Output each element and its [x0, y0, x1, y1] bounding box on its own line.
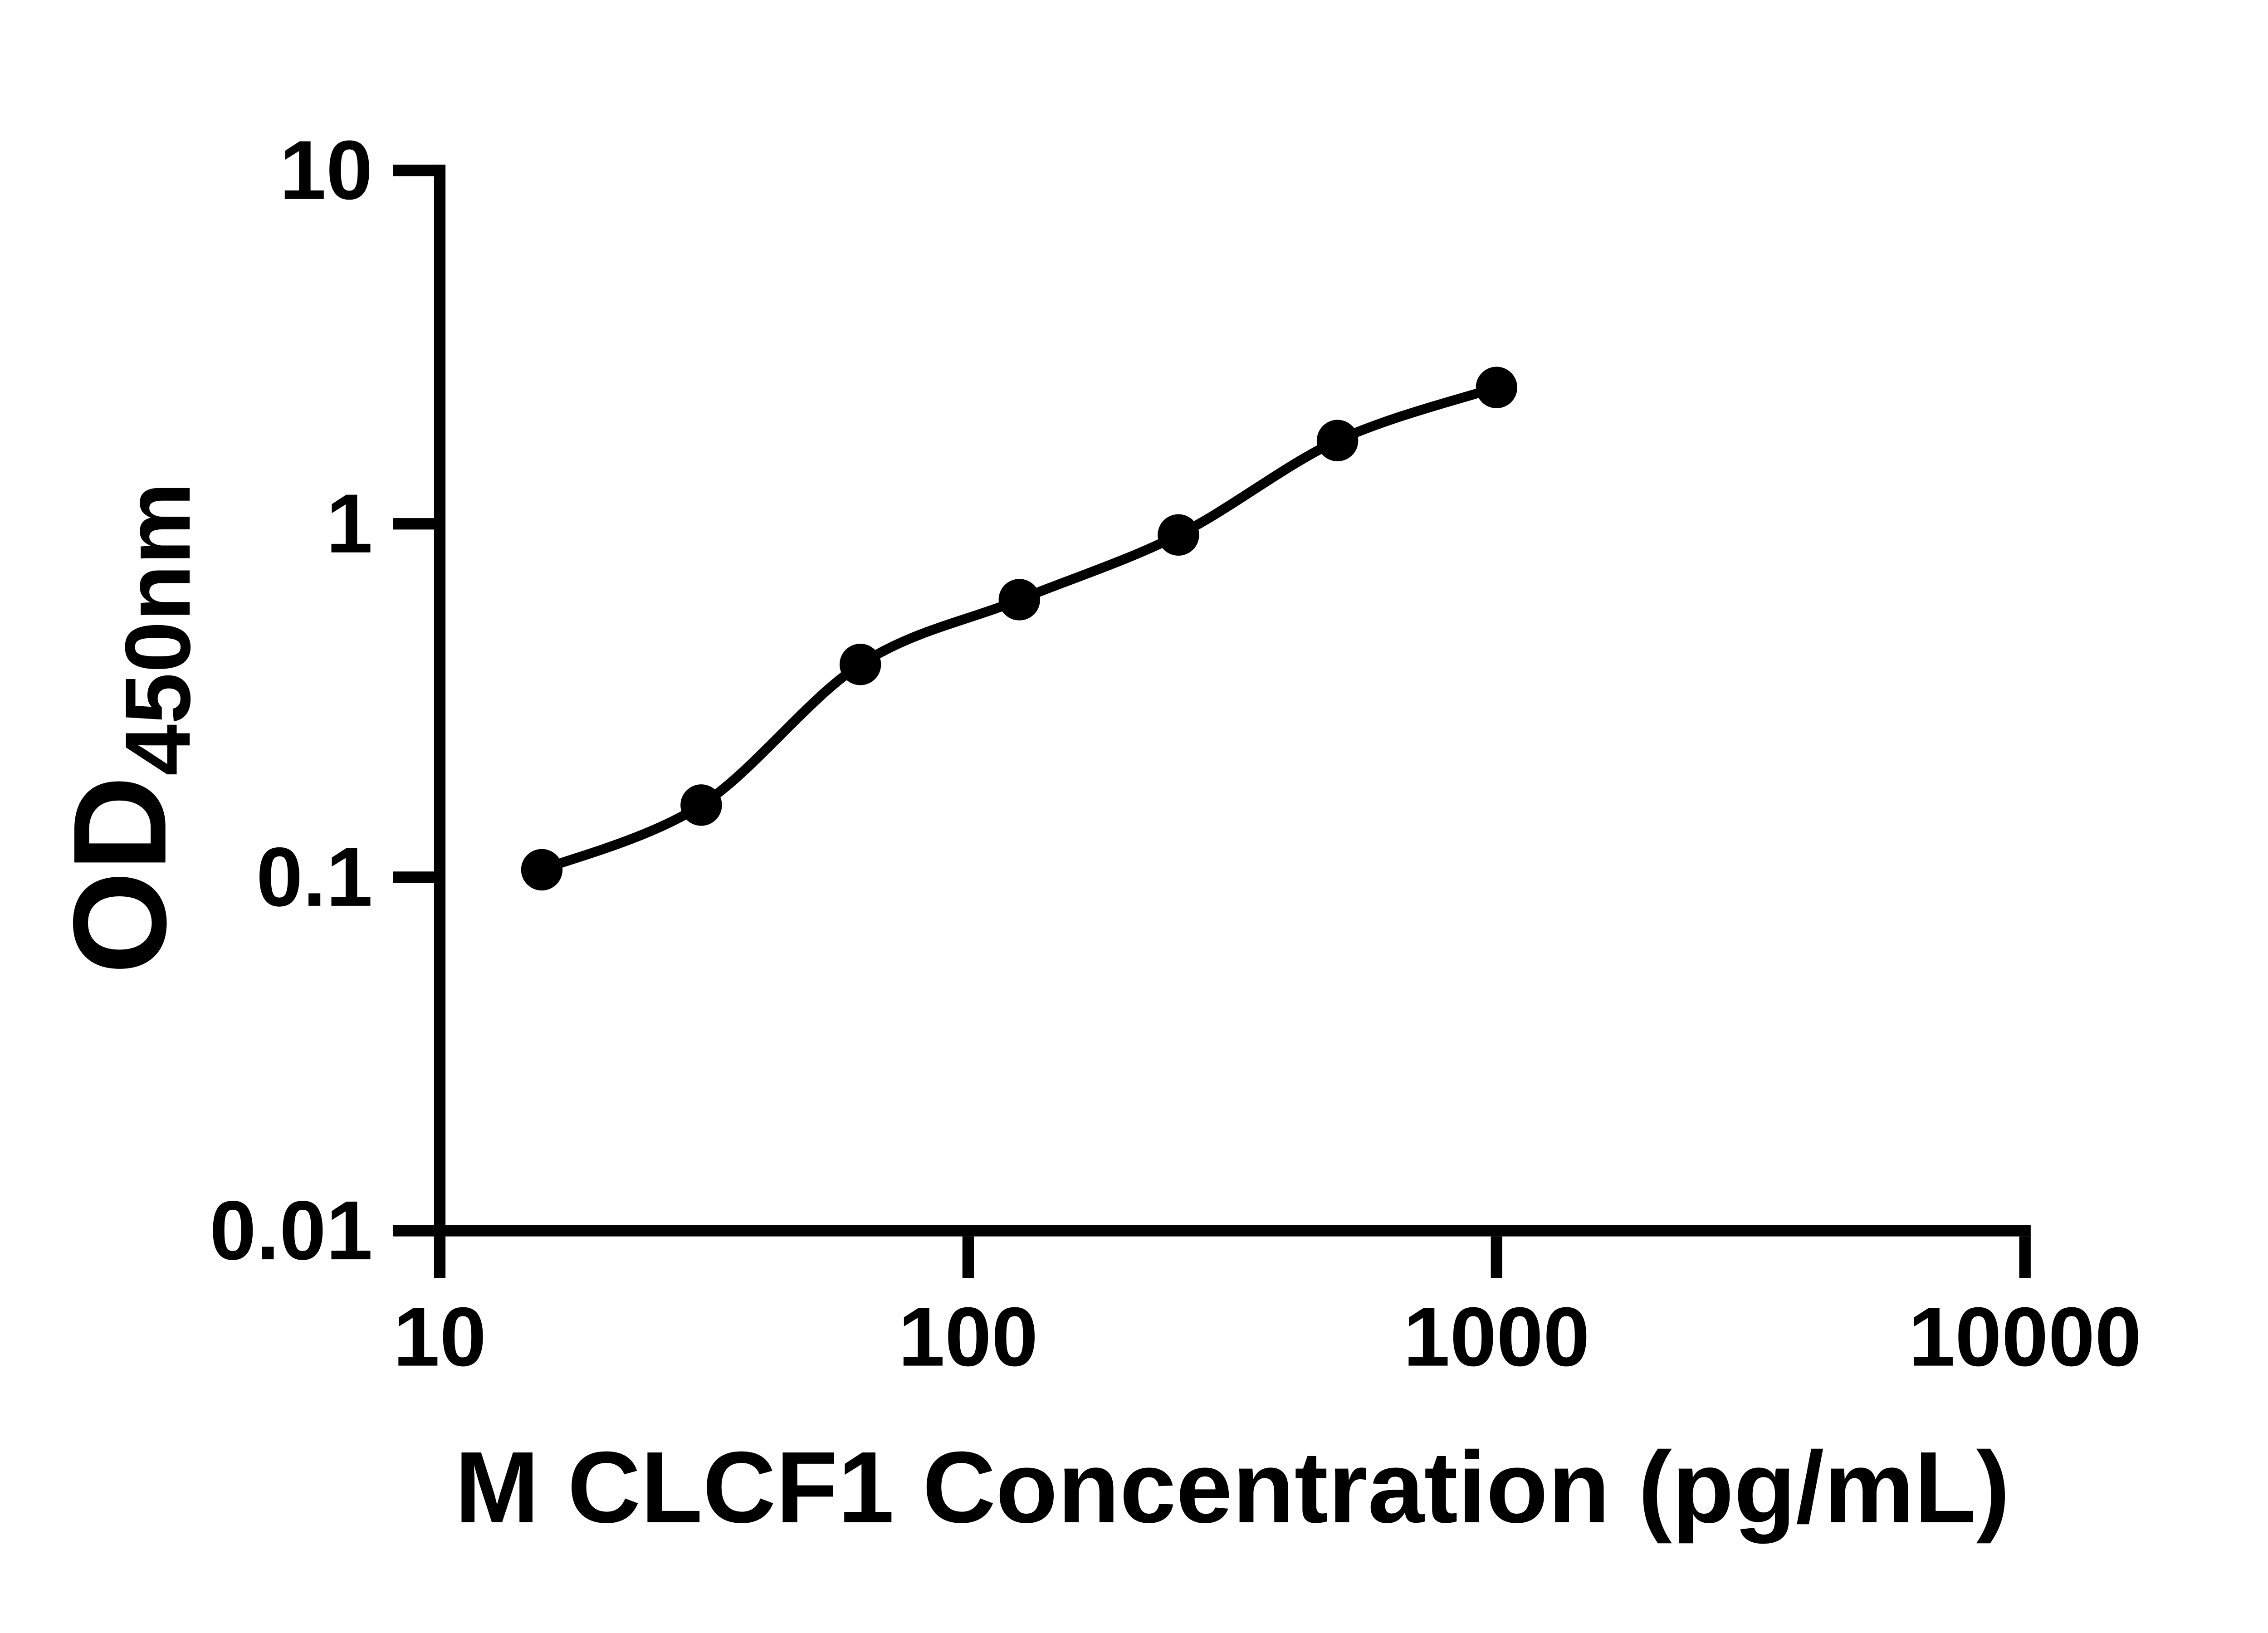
data-point-marker [521, 849, 563, 891]
data-point-marker [998, 579, 1040, 621]
y-axis-ticks [393, 164, 435, 1237]
data-point-marker [1316, 420, 1359, 461]
y-axis-tick-labels: 10 1 0.1 0.01 [210, 124, 373, 1278]
x-tick-label: 100 [898, 1291, 1038, 1384]
x-tick-label: 10 [393, 1291, 487, 1384]
y-tick-label: 0.1 [256, 831, 373, 924]
x-axis-tick-labels: 10 100 1000 10000 [393, 1291, 2141, 1384]
data-point-marker [680, 784, 722, 826]
x-axis-ticks [434, 1236, 2031, 1278]
y-axis-title-subscript: 450nm [106, 482, 210, 776]
x-axis-title: M CLCF1 Concentration (pg/mL) [455, 1431, 2010, 1544]
x-tick-label: 1000 [1403, 1291, 1590, 1384]
data-point-marker [839, 644, 881, 685]
axes: 10 1 0.1 0.01 10 100 1000 10000 [210, 124, 2141, 1384]
y-tick-label: 10 [279, 124, 373, 217]
y-tick-label: 1 [326, 477, 373, 571]
y-axis-title-main: OD [46, 776, 194, 974]
data-point-marker [1158, 514, 1199, 556]
y-tick-label: 0.01 [210, 1184, 373, 1277]
data-point-markers [521, 367, 1518, 891]
data-point-marker [1476, 367, 1518, 408]
x-tick-label: 10000 [1908, 1291, 2141, 1384]
y-axis-title: OD450nm [46, 482, 210, 974]
